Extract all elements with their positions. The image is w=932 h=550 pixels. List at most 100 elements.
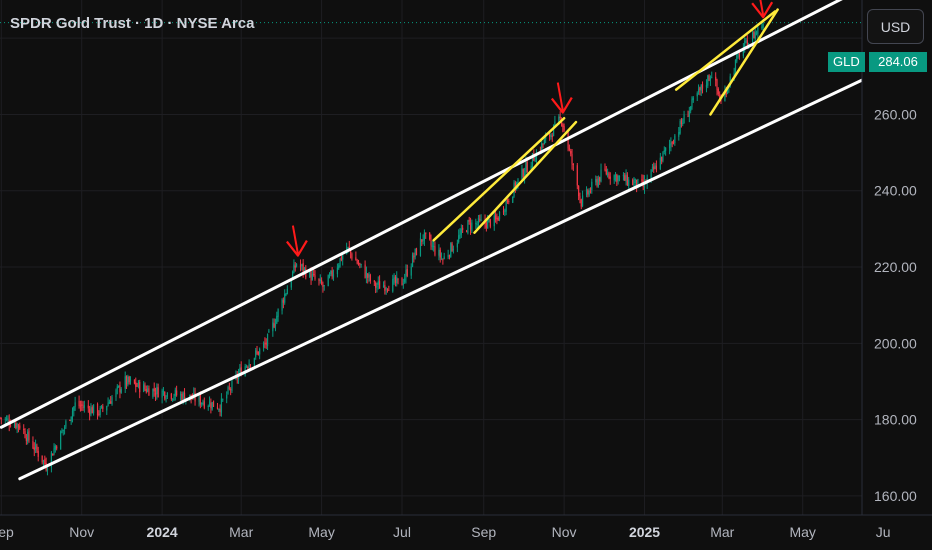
candle-body bbox=[525, 162, 527, 173]
candle-body bbox=[79, 405, 82, 407]
wedge-line[interactable] bbox=[709, 8, 779, 116]
candle-body bbox=[311, 274, 313, 280]
candle-body bbox=[314, 275, 316, 279]
candle-body bbox=[462, 227, 464, 230]
candle-body bbox=[496, 218, 498, 220]
wedge-line[interactable] bbox=[674, 10, 777, 91]
candle-body bbox=[189, 394, 191, 399]
candle-body bbox=[286, 288, 288, 295]
candle-body bbox=[228, 387, 230, 389]
candle-body bbox=[321, 280, 323, 285]
time-axis[interactable] bbox=[0, 515, 932, 550]
candle-body bbox=[691, 98, 693, 108]
candle-body bbox=[663, 150, 665, 152]
candle-body bbox=[568, 148, 570, 150]
candle-body bbox=[419, 238, 422, 256]
candle-body bbox=[360, 263, 362, 265]
candle-body bbox=[488, 218, 490, 220]
candle-body bbox=[313, 274, 315, 276]
chart-title: SPDR Gold Trust · 1D · NYSE Arca bbox=[10, 15, 255, 32]
candle-body bbox=[356, 260, 358, 264]
candle-body bbox=[552, 124, 555, 137]
candle-body bbox=[479, 219, 481, 221]
candle-body bbox=[476, 223, 478, 225]
candle-body bbox=[293, 264, 295, 274]
arrow-shaft[interactable] bbox=[291, 225, 299, 254]
candle-body bbox=[614, 175, 617, 177]
candle-body bbox=[744, 41, 746, 48]
candle-body bbox=[240, 367, 242, 376]
candle-body bbox=[530, 165, 532, 172]
arrow-shaft[interactable] bbox=[758, 0, 765, 16]
candle-body bbox=[755, 32, 758, 34]
x-tick-label: 2025 bbox=[629, 524, 660, 540]
candle-body bbox=[230, 389, 232, 391]
y-tick-label: 160.00 bbox=[874, 488, 917, 504]
candle-body bbox=[725, 91, 727, 95]
candle-body bbox=[5, 418, 8, 420]
candle-body bbox=[73, 406, 75, 411]
y-tick-label: 260.00 bbox=[874, 106, 917, 122]
candle-body bbox=[135, 382, 137, 387]
candle-body bbox=[654, 164, 656, 170]
candle-body bbox=[16, 423, 18, 429]
candle-body bbox=[124, 376, 126, 389]
candle-body bbox=[303, 268, 306, 271]
candle-body bbox=[671, 141, 673, 144]
candle-body bbox=[385, 288, 387, 290]
candle-body bbox=[34, 444, 37, 450]
price-axis[interactable] bbox=[862, 0, 932, 515]
candle-body bbox=[625, 174, 627, 183]
candle-body bbox=[24, 430, 26, 438]
currency-button[interactable]: USD bbox=[867, 9, 924, 44]
candle-body bbox=[161, 390, 163, 398]
candle-body bbox=[144, 385, 146, 390]
candle-body bbox=[733, 72, 735, 78]
candle-body bbox=[106, 406, 108, 411]
candle-body bbox=[375, 282, 377, 288]
candle-body bbox=[127, 376, 129, 385]
wedge-line[interactable] bbox=[432, 117, 566, 242]
candle-body bbox=[392, 278, 394, 292]
candle-body bbox=[439, 249, 441, 258]
candle-body bbox=[281, 299, 283, 311]
candle-body bbox=[613, 175, 615, 181]
candle-body bbox=[36, 445, 38, 451]
candle-body bbox=[162, 391, 165, 393]
candle-body bbox=[636, 179, 638, 188]
candle-body bbox=[266, 334, 269, 347]
wedge-line[interactable] bbox=[473, 120, 578, 234]
candle-body bbox=[245, 366, 248, 368]
x-axis-labels: Sep Nov 2024 Mar May Jul Sep Nov 2025 Mar May Ju bbox=[0, 524, 890, 540]
channel-upper-line[interactable] bbox=[0, 0, 862, 429]
candle-body bbox=[41, 455, 43, 463]
candle-body bbox=[632, 179, 634, 186]
candle-body bbox=[247, 367, 249, 369]
candle-body bbox=[272, 322, 274, 332]
arrow-shaft[interactable] bbox=[556, 82, 564, 111]
candle-body bbox=[443, 256, 445, 259]
candle-body bbox=[201, 402, 203, 405]
candle-body bbox=[746, 40, 748, 49]
channel-lower-line[interactable] bbox=[18, 78, 864, 481]
candle-body bbox=[139, 381, 141, 393]
candle-body bbox=[74, 402, 76, 407]
candle-body bbox=[607, 172, 609, 176]
grid bbox=[0, 0, 884, 515]
candle-body bbox=[688, 111, 690, 117]
candle-body bbox=[0, 417, 1, 419]
candle-body bbox=[166, 392, 168, 397]
candle-body bbox=[359, 263, 361, 265]
candle-body bbox=[442, 259, 444, 261]
candle-body bbox=[248, 363, 250, 369]
candle-body bbox=[172, 398, 174, 400]
candle-body bbox=[46, 468, 49, 472]
candle-body bbox=[502, 211, 505, 213]
candle-body bbox=[709, 77, 712, 81]
candle-body bbox=[203, 401, 205, 408]
candle-body bbox=[517, 178, 519, 184]
drawings bbox=[0, 0, 864, 481]
candle-body bbox=[19, 425, 21, 429]
candle-body bbox=[323, 285, 325, 287]
